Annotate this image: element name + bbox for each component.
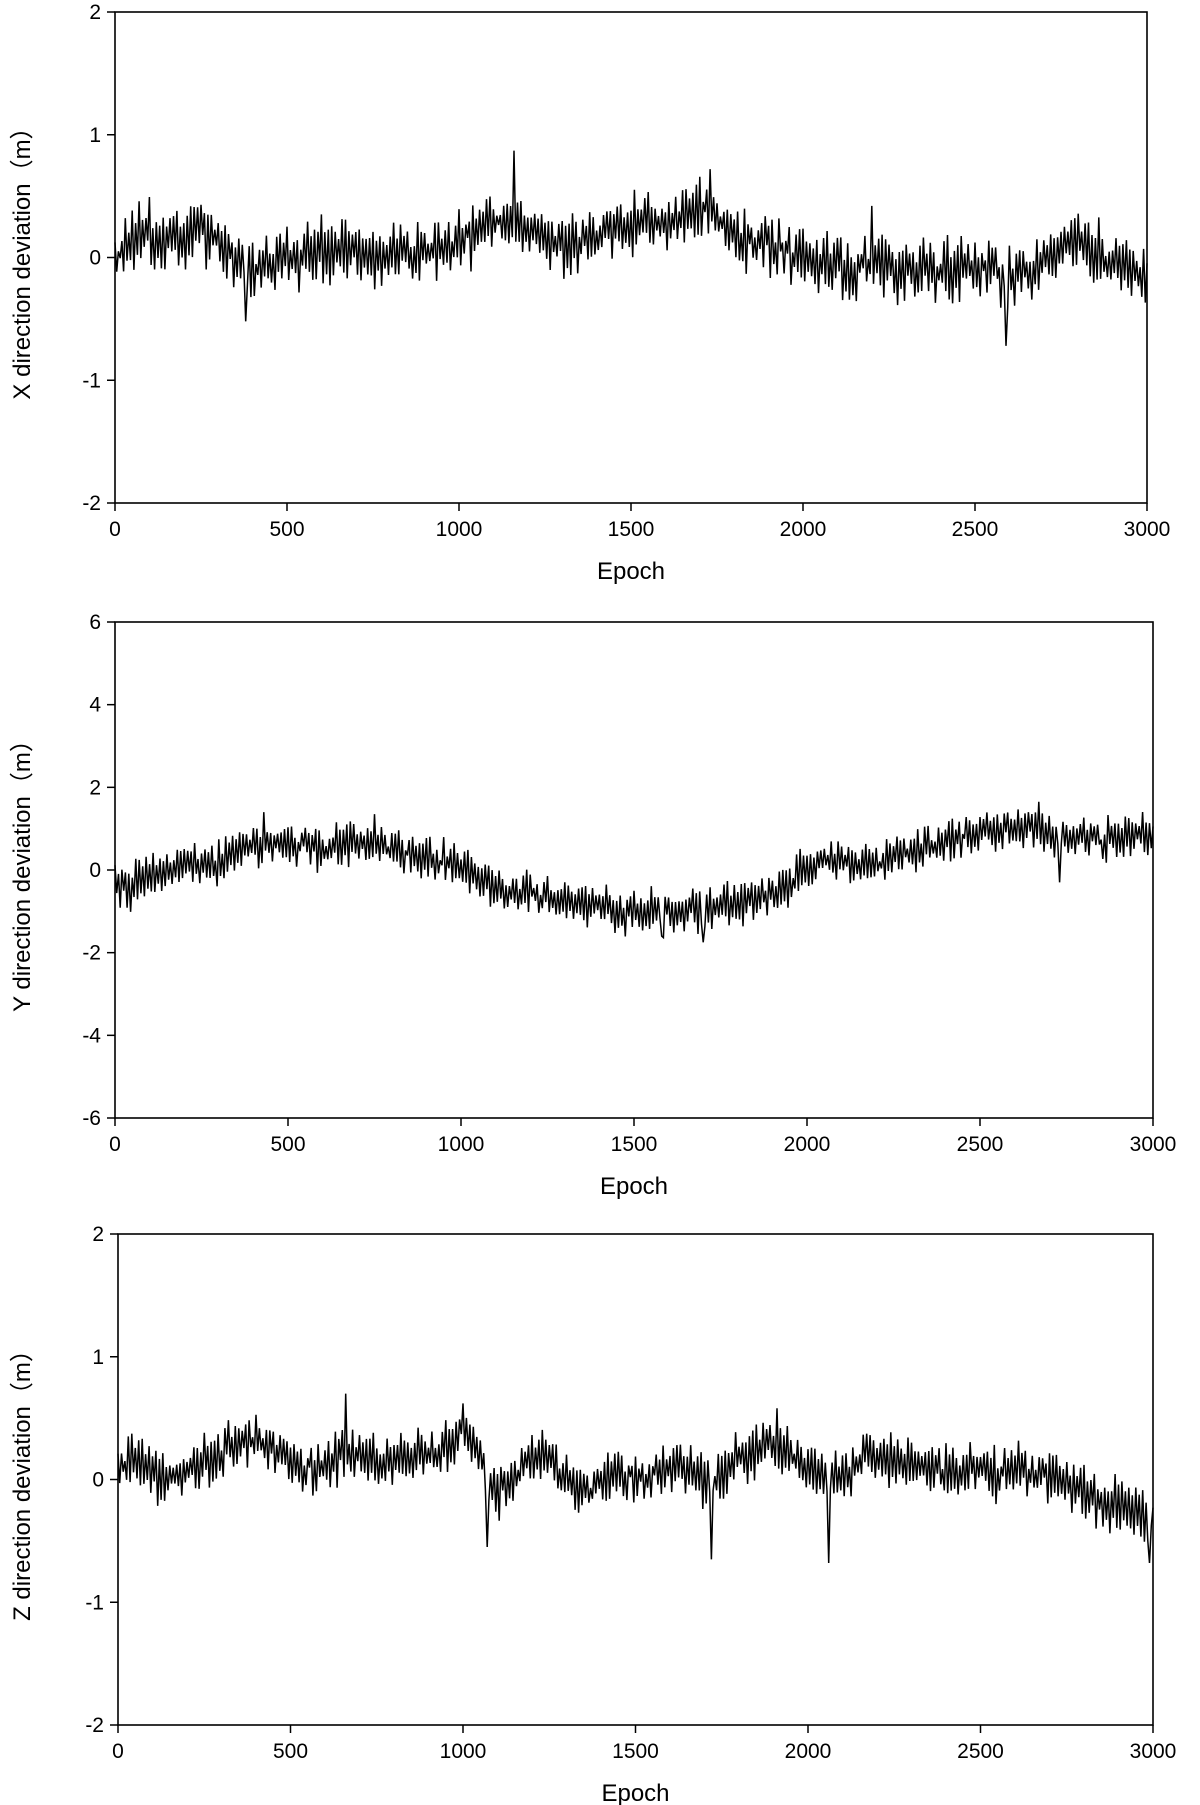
x-tick-label: 2000 — [780, 518, 827, 541]
y-tick-label: -4 — [82, 1024, 101, 1047]
y-tick-label: -2 — [82, 942, 101, 965]
y-tick-label: 2 — [89, 1, 101, 24]
x-tick-label: 0 — [109, 1133, 121, 1156]
x-tick-label: 2000 — [785, 1740, 832, 1763]
x-tick-label: 3000 — [1130, 1740, 1177, 1763]
x-tick-label: 0 — [109, 518, 121, 541]
y-tick-label: -1 — [82, 369, 101, 392]
y-axis-title: Z direction deviation（m） — [9, 1338, 36, 1621]
x-axis-title: Epoch — [597, 558, 665, 585]
x-tick-label: 500 — [270, 1133, 305, 1156]
x-tick-label: 0 — [112, 1740, 124, 1763]
y-axis-title: X direction deviation（m） — [9, 115, 36, 399]
y-tick-label: -1 — [85, 1591, 104, 1614]
y-tick-label: 0 — [92, 1469, 104, 1492]
x-tick-label: 1000 — [438, 1133, 485, 1156]
y-tick-label: 2 — [92, 1223, 104, 1246]
y-axis-title: Y direction deviation（m） — [9, 728, 36, 1012]
x-tick-label: 2500 — [957, 1133, 1004, 1156]
x-tick-label: 500 — [273, 1740, 308, 1763]
x-tick-label: 2500 — [952, 518, 999, 541]
x-tick-label: 1500 — [608, 518, 655, 541]
chart-panel-x: 0 500 1000 1500 2000 2500 3000 -2 -1 0 1 2 Epoch X di… — [0, 0, 1200, 600]
y-tick-label: 4 — [89, 694, 101, 717]
x-tick-label: 2500 — [957, 1740, 1004, 1763]
plot-frame — [114, 621, 1154, 1119]
y-tick-label: 0 — [89, 247, 101, 270]
x-tick-label: 3000 — [1130, 1133, 1177, 1156]
series-line — [114, 801, 1154, 943]
y-tick-label: -6 — [82, 1107, 101, 1130]
series-line — [114, 150, 1148, 346]
chart-panel-y: 0 500 1000 1500 2000 2500 3000 -6 -4 -2 0 2 4 6 Epoch Y… — [0, 605, 1200, 1205]
x-tick-label: 1500 — [611, 1133, 658, 1156]
z-deviation-chart: 0 500 1000 1500 2000 2500 3000 -2 -1 0 1 2 Epoch Z di… — [9, 1223, 1177, 1805]
x-tick-label: 3000 — [1124, 518, 1171, 541]
x-tick-label: 1500 — [612, 1740, 659, 1763]
x-axis-title: Epoch — [601, 1780, 669, 1805]
x-deviation-chart: 0 500 1000 1500 2000 2500 3000 -2 -1 0 1 2 Epoch X di… — [9, 1, 1171, 585]
x-tick-label: 1000 — [436, 518, 483, 541]
x-axis-title: Epoch — [600, 1173, 668, 1200]
y-deviation-chart: 0 500 1000 1500 2000 2500 3000 -6 -4 -2 0 2 4 6 Epoch Y… — [9, 611, 1177, 1200]
x-tick-label: 1000 — [440, 1740, 487, 1763]
y-tick-label: 2 — [89, 776, 101, 799]
x-tick-label: 2000 — [784, 1133, 831, 1156]
y-tick-label: 1 — [89, 124, 101, 147]
y-tick-label: 6 — [89, 611, 101, 634]
y-tick-label: 1 — [92, 1346, 104, 1369]
series-line — [117, 1393, 1154, 1564]
x-tick-label: 500 — [269, 518, 304, 541]
y-tick-label: -2 — [82, 492, 101, 515]
y-tick-label: -2 — [85, 1714, 104, 1737]
chart-panel-z: 0 500 1000 1500 2000 2500 3000 -2 -1 0 1 2 Epoch Z di… — [0, 1205, 1200, 1805]
y-tick-label: 0 — [89, 859, 101, 882]
